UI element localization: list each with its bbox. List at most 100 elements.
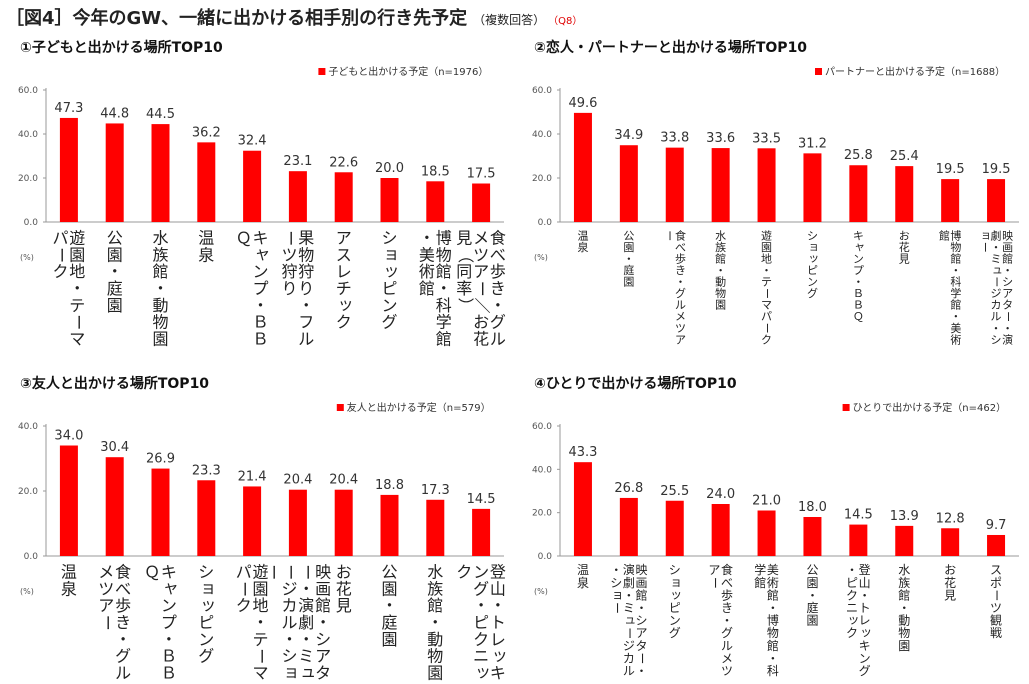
x-tick-char: キ xyxy=(490,663,506,682)
x-tick-char: ミ xyxy=(991,252,1002,265)
x-tick-char: ョ xyxy=(612,587,624,601)
x-tick-char: メ xyxy=(721,651,733,665)
x-tick-char: メ xyxy=(675,310,686,323)
x-tick-char: 館 xyxy=(436,262,452,281)
x-tick-char: ・ xyxy=(991,322,1002,335)
x-tick-char: ニ xyxy=(473,647,489,666)
x-tick-char: グ xyxy=(669,626,681,640)
x-tick-char: ョ xyxy=(670,575,682,589)
x-tick-char: ・ xyxy=(853,276,864,289)
x-tick-char: グ xyxy=(381,313,397,332)
x-tick-char: 地 xyxy=(252,596,268,615)
bar xyxy=(472,508,491,556)
x-tick-char: ャ xyxy=(854,240,865,253)
x-tick-char: ョ xyxy=(980,228,991,241)
legend-label: ひとりで出かける予定（n=462） xyxy=(853,401,1007,414)
x-tick-char: 水 xyxy=(427,563,443,582)
x-tick-label: 博物館・科学館・美術館 xyxy=(939,228,962,346)
x-tick-char: 博 xyxy=(767,613,779,628)
x-tick-char: Ｂ xyxy=(252,329,268,348)
x-tick-char: ー xyxy=(473,281,492,297)
y-tick-label: 0.0 xyxy=(24,552,39,562)
bar xyxy=(665,147,684,222)
x-tick-char: 園 xyxy=(107,245,123,264)
x-tick-char: 泉 xyxy=(577,240,588,254)
x-tick-char: プ xyxy=(161,613,177,632)
x-tick-char: 美 xyxy=(419,245,435,264)
x-tick-char: ョ xyxy=(808,240,819,253)
x-tick-char: ・ xyxy=(152,279,168,298)
x-tick-char: 物 xyxy=(436,245,452,264)
x-tick-char: タ xyxy=(1002,299,1013,312)
x-tick-char: 画 xyxy=(315,579,331,598)
x-tick-char: 温 xyxy=(577,563,589,577)
x-tick-char: 狩 xyxy=(281,262,297,281)
legend-swatch xyxy=(336,404,344,411)
x-tick-char: 館 xyxy=(436,329,452,348)
x-tick-char: ョ xyxy=(283,662,299,681)
x-tick-char: 園 xyxy=(427,663,443,682)
x-tick-char: ア xyxy=(635,626,647,640)
x-tick-char: キ xyxy=(161,563,177,582)
x-tick-char: パ xyxy=(761,310,772,323)
x-tick-char: ャ xyxy=(254,244,270,263)
data-label: 25.5 xyxy=(660,484,689,499)
x-tick-label: お花見 xyxy=(336,563,352,616)
x-tick-char: ・ xyxy=(1002,264,1013,277)
x-tick-char: ミ xyxy=(298,647,314,666)
x-tick-char: ル xyxy=(623,664,635,678)
x-tick-label: 水族館・動物園 xyxy=(898,563,910,653)
bar xyxy=(757,148,776,222)
x-tick-char: グ xyxy=(115,647,131,666)
x-tick-char: ・ xyxy=(715,264,726,277)
bar xyxy=(426,181,445,222)
question-ref: （Q8） xyxy=(553,16,583,27)
x-tick-char: 学 xyxy=(436,313,452,332)
x-tick-char: 学 xyxy=(754,562,766,577)
x-tick-char: き xyxy=(490,279,506,298)
x-tick-char: ン xyxy=(859,651,871,665)
x-tick-char: パ xyxy=(52,229,68,248)
x-tick-char: 科 xyxy=(436,296,452,315)
x-tick-char: 花 xyxy=(473,329,489,348)
x-tick-char: チ xyxy=(336,279,352,298)
x-tick-char: ・ xyxy=(252,613,268,632)
x-tick-char: 術 xyxy=(767,576,779,590)
x-tick-char: 地 xyxy=(69,262,85,281)
x-tick-char: 動 xyxy=(898,614,910,628)
x-tick-char: グ xyxy=(198,647,214,666)
x-tick-char: ・ xyxy=(427,613,443,632)
data-label: 36.2 xyxy=(192,125,221,140)
x-tick-char: ー xyxy=(610,602,624,614)
x-tick-char: 演 xyxy=(623,562,635,577)
x-tick-char: メ xyxy=(473,229,489,248)
x-tick-char: 館 xyxy=(1002,251,1013,265)
x-tick-char: 山 xyxy=(859,576,871,590)
data-label: 26.9 xyxy=(146,452,175,467)
x-tick-char: フ xyxy=(298,313,314,332)
x-tick-char: ツ xyxy=(281,245,297,264)
x-tick-char: ・ xyxy=(675,276,686,289)
x-tick-char: 映 xyxy=(1002,229,1013,242)
x-tick-char: 温 xyxy=(577,229,588,242)
x-tick-char: 食 xyxy=(721,562,733,577)
x-tick-char: 科 xyxy=(767,664,779,678)
x-tick-char: ー xyxy=(298,564,317,580)
y-tick-label: 0.0 xyxy=(538,218,553,228)
x-tick-label: 温泉 xyxy=(198,229,214,265)
x-tick-char: ッ xyxy=(475,662,491,681)
data-label: 14.5 xyxy=(467,492,496,507)
bar xyxy=(59,117,78,222)
x-tick-char: 庭 xyxy=(623,263,634,277)
x-tick-char: ュ xyxy=(624,613,636,627)
bar xyxy=(426,499,445,556)
